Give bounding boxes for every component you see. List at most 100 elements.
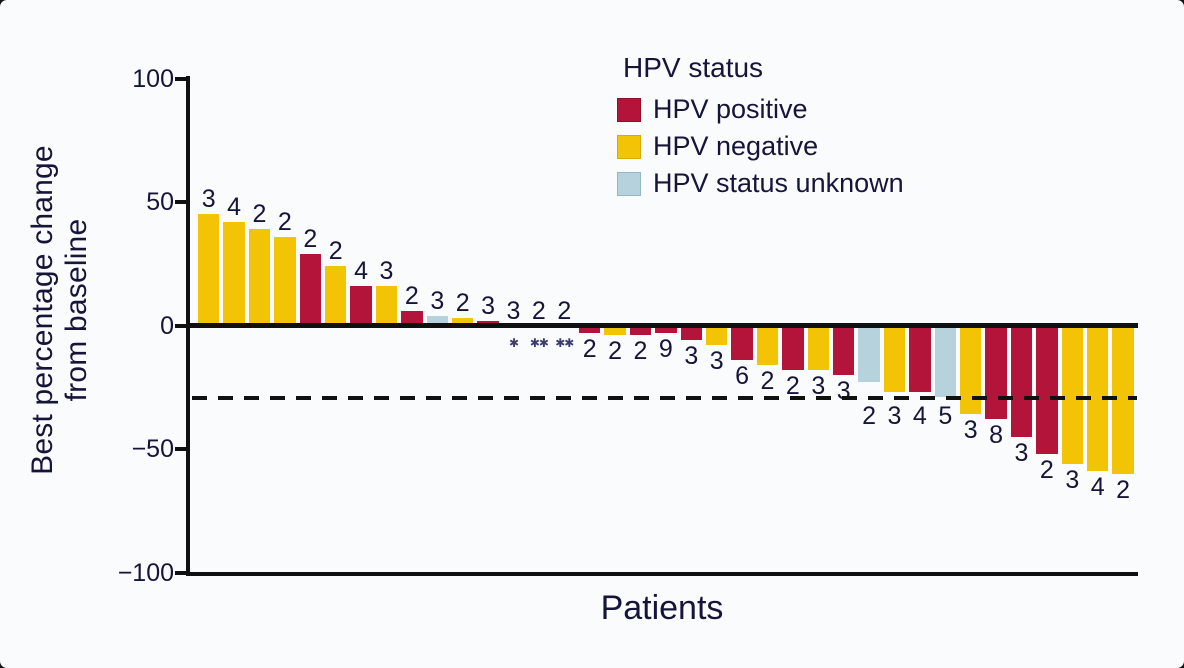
bar [782, 325, 804, 370]
legend-item: HPV status unknown [617, 165, 904, 202]
y-tick-label: 50 [146, 188, 174, 216]
bar-value-label: 2 [531, 296, 546, 325]
bar [604, 325, 626, 336]
legend-item-label: HPV positive [653, 94, 808, 124]
bar-value-label: 2 [1116, 475, 1131, 504]
bar [1036, 325, 1058, 454]
bar-value-label: 2 [328, 237, 343, 266]
bar-value-label: 4 [912, 402, 927, 430]
x-axis-title: Patients [600, 589, 724, 627]
legend-swatch-negative [617, 134, 641, 159]
bar-value-label: 3 [684, 342, 699, 371]
bar [299, 253, 321, 326]
y-tick-label: 100 [132, 64, 174, 93]
bar [807, 325, 829, 370]
y-tick-label: 0 [160, 311, 174, 340]
zero-baseline-line [186, 322, 1138, 328]
y-tick-mark [175, 323, 187, 328]
legend-title: HPV status [623, 52, 764, 83]
bar [934, 325, 956, 398]
bar-value-label: 2 [455, 289, 470, 318]
bar [1061, 325, 1083, 464]
bar [274, 236, 296, 326]
bar-value-label: 3 [811, 371, 826, 400]
bar-value-label: 3 [379, 256, 394, 285]
bar [350, 285, 372, 326]
bar [680, 325, 702, 341]
bar [833, 325, 855, 375]
bar [909, 325, 931, 393]
bar [401, 310, 423, 326]
bar-value-label: 3 [201, 185, 216, 214]
bar [731, 325, 753, 361]
bar-value-label: 8 [989, 421, 1004, 450]
legend-item: HPV negative [617, 128, 904, 165]
bar [375, 285, 398, 326]
bar [325, 266, 347, 326]
bar-value-label: 4 [1090, 473, 1105, 502]
bar-value-label: 2 [277, 207, 292, 236]
x-axis-line [186, 571, 1138, 576]
y-tick-mark [175, 200, 187, 204]
bar [1112, 325, 1134, 474]
bar-value-label: 2 [303, 224, 318, 253]
legend-items: HPV positive HPV negative HPV status unkno… [617, 91, 904, 202]
bar-value-label: 2 [862, 402, 877, 430]
bar-value-label: 2 [252, 200, 267, 229]
bar-value-label: 9 [658, 334, 673, 363]
bar-value-label: 4 [227, 192, 242, 221]
y-tick-mark [175, 447, 187, 451]
bar-value-label: 2 [582, 334, 597, 363]
bar [858, 325, 880, 383]
bar-value-label: 4 [354, 256, 369, 285]
bar-value-label: 3 [430, 286, 445, 315]
bar-value-label: 2 [404, 281, 419, 310]
bar [985, 325, 1007, 420]
bar-value-label: 5 [938, 402, 953, 430]
bar-value-label: 3 [1065, 465, 1080, 494]
bar-value-label: 3 [481, 291, 496, 320]
legend-item: HPV positive [617, 91, 904, 128]
bar [223, 221, 245, 326]
bar-value-label: 3 [1014, 438, 1029, 467]
bar-value-label: 2 [760, 367, 775, 396]
bar-footnote-asterisks: ✱ [508, 335, 519, 350]
y-tick-label: −100 [117, 558, 174, 587]
legend-item-label: HPV status unknown [653, 168, 904, 198]
bar [426, 315, 448, 326]
legend-item-label: HPV negative [653, 131, 819, 161]
bar [198, 214, 220, 326]
bar [1010, 325, 1033, 437]
bar-value-label: 3 [963, 416, 978, 445]
bar-value-label: 6 [735, 362, 750, 391]
bar [756, 325, 779, 366]
bar-value-label: 2 [633, 337, 648, 366]
bar-footnote-asterisks: ✱✱ [555, 335, 574, 350]
bar-value-label: 3 [506, 296, 521, 325]
bar-value-label: 2 [785, 371, 800, 400]
y-axis-title-line1: Best percentage change [26, 145, 59, 475]
bar-value-label: 2 [1039, 455, 1054, 484]
legend: HPV status HPV positive HPV negative HPV s… [617, 53, 904, 202]
y-axis-title: Best percentage change from baseline [26, 50, 94, 570]
bar [883, 325, 906, 393]
bar [706, 325, 728, 346]
y-tick-mark [175, 570, 187, 575]
legend-swatch-positive [617, 97, 641, 122]
bar-value-label: 3 [709, 347, 724, 376]
bar-value-label: 3 [887, 402, 902, 430]
bar [452, 318, 474, 326]
bar [960, 325, 982, 415]
y-tick-label: −50 [131, 435, 174, 463]
bar-value-label: 2 [557, 296, 572, 325]
reference-line-dashed [192, 395, 1137, 400]
y-axis-title-line2: from baseline [60, 218, 93, 402]
bar [629, 325, 652, 336]
bar [655, 325, 677, 333]
bar [248, 229, 271, 326]
bar [579, 325, 601, 333]
legend-swatch-unknown [617, 171, 641, 196]
y-tick-mark [175, 76, 187, 81]
